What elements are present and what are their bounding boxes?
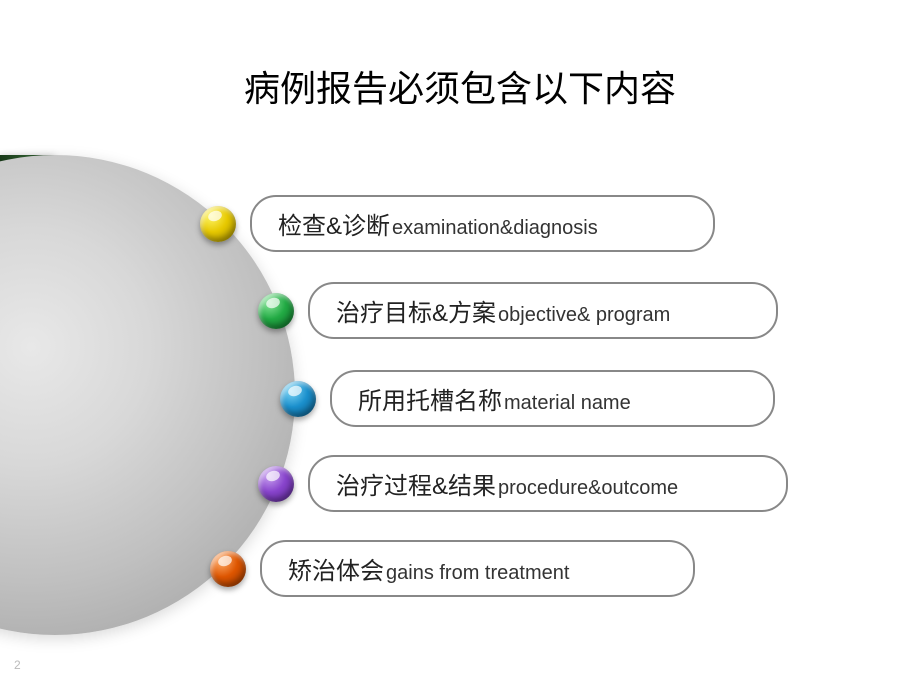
page-title: 病例报告必须包含以下内容 bbox=[244, 60, 676, 112]
bullet-icon bbox=[210, 551, 246, 587]
item-label-cn: 治疗过程&结果 bbox=[336, 466, 496, 501]
item-pill: 治疗过程&结果procedure&outcome bbox=[308, 455, 788, 512]
item-label-en: gains from treatment bbox=[386, 562, 569, 585]
list-item: 矫治体会gains from treatment bbox=[210, 540, 695, 597]
bullet-icon bbox=[258, 466, 294, 502]
item-pill: 矫治体会gains from treatment bbox=[260, 540, 695, 597]
item-label-en: examination&diagnosis bbox=[392, 217, 598, 240]
page-number: 2 bbox=[14, 658, 21, 672]
list-item: 治疗过程&结果procedure&outcome bbox=[258, 455, 788, 512]
bullet-icon bbox=[200, 206, 236, 242]
item-label-cn: 矫治体会 bbox=[288, 551, 384, 586]
item-label-cn: 所用托槽名称 bbox=[358, 381, 502, 416]
item-label-en: material name bbox=[504, 392, 631, 415]
item-pill: 所用托槽名称material name bbox=[330, 370, 775, 427]
item-pill: 检查&诊断examination&diagnosis bbox=[250, 195, 715, 252]
list-item: 所用托槽名称material name bbox=[280, 370, 775, 427]
item-label-cn: 治疗目标&方案 bbox=[336, 293, 496, 328]
bullet-icon bbox=[280, 381, 316, 417]
list-item: 检查&诊断examination&diagnosis bbox=[200, 195, 715, 252]
item-label-en: procedure&outcome bbox=[498, 477, 678, 500]
item-label-en: objective& program bbox=[498, 304, 670, 327]
item-label-cn: 检查&诊断 bbox=[278, 206, 390, 241]
bullet-icon bbox=[258, 293, 294, 329]
list-item: 治疗目标&方案objective& program bbox=[258, 282, 778, 339]
item-pill: 治疗目标&方案objective& program bbox=[308, 282, 778, 339]
